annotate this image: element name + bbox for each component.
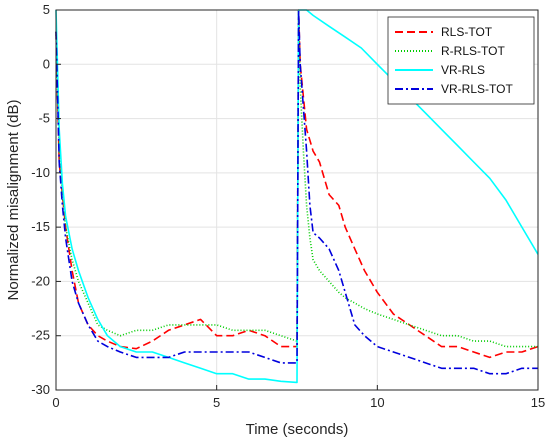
x-tick-label: 5 [213, 395, 220, 410]
tick-layer: 0 5 10 15 -30 -25 -20 -15 -10 -5 0 5 [31, 2, 545, 410]
legend-label-rls-tot: RLS-TOT [441, 25, 493, 39]
y-tick-label: -30 [31, 382, 50, 397]
series-line-vr-rls [55, 9, 539, 384]
y-tick-label: -20 [31, 273, 50, 288]
legend: RLS-TOT R-RLS-TOT VR-RLS VR-RLS-TOT [387, 16, 535, 105]
legend-label-r-rls-tot: R-RLS-TOT [441, 44, 505, 58]
y-tick-label: -25 [31, 328, 50, 343]
x-axis-title: Time (seconds) [246, 421, 349, 438]
y-tick-label: -15 [31, 219, 50, 234]
y-tick-label: 0 [43, 56, 50, 71]
y-tick-label: 5 [43, 2, 50, 17]
legend-label-vr-rls: VR-RLS [441, 63, 485, 77]
y-axis-title: Normalized misalignment (dB) [5, 100, 22, 301]
x-tick-label: 10 [370, 395, 384, 410]
x-tick-label: 15 [531, 395, 545, 410]
y-tick-label: -5 [38, 111, 50, 126]
x-tick-label: 0 [52, 395, 59, 410]
y-tick-label: -10 [31, 165, 50, 180]
series-line-vr-rls-tot [55, 9, 538, 375]
plot-frame [55, 9, 539, 391]
legend-label-vr-rls-tot: VR-RLS-TOT [441, 82, 513, 96]
series-layer [55, 9, 539, 384]
